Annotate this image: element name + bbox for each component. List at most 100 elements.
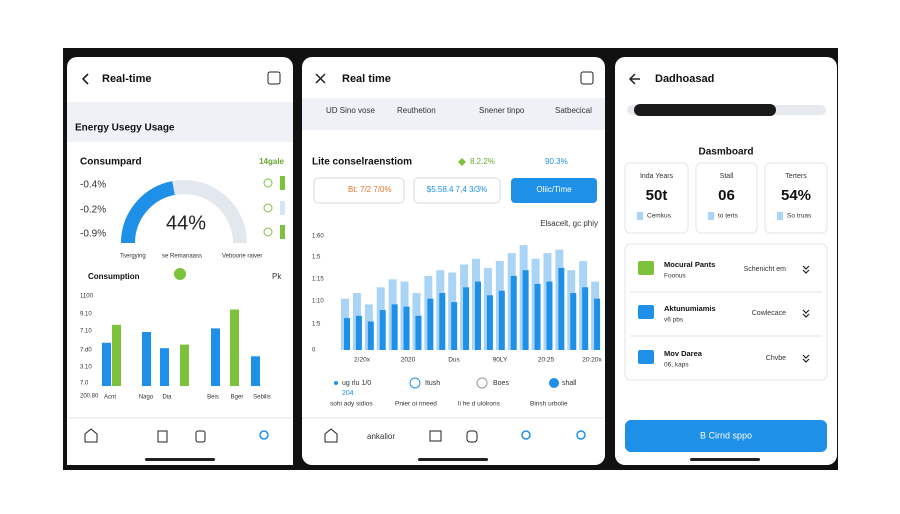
bar [142, 332, 151, 386]
bar [102, 342, 111, 386]
item-title: Mov Darea [664, 349, 703, 358]
panel-title: Real-time [102, 73, 152, 85]
card-icon [777, 212, 783, 220]
back-icon[interactable] [81, 73, 89, 85]
play-icon[interactable] [174, 268, 186, 280]
chip[interactable] [511, 178, 597, 203]
profile-icon[interactable] [259, 430, 269, 440]
gauge-label: 44% [166, 212, 206, 234]
card-value: 50t [646, 187, 668, 204]
chart-note: Elsacelt, gc phiy [540, 219, 598, 228]
item-sub: v6 pbs [664, 317, 684, 324]
icon [263, 178, 273, 188]
x-label: Beis [207, 395, 219, 401]
nav-icon[interactable] [157, 430, 168, 443]
nav-label: ankalior [367, 432, 395, 441]
chip-label: $5.58.4 7,4 3/3% [427, 185, 488, 194]
section-title: Energy Usegy Usage [75, 123, 175, 134]
bar [498, 290, 505, 350]
stat: -0.2% [80, 205, 106, 216]
tab[interactable]: UD Sino vose [326, 106, 375, 115]
x-label: Dia [162, 395, 172, 401]
x-label: Acnt [104, 395, 116, 401]
legend: Tsergying [120, 254, 146, 260]
legend-icon [476, 377, 488, 389]
edit-icon[interactable] [580, 71, 594, 85]
x-label: 2/20x [354, 357, 371, 364]
chip-label: Bt: 7/2 7/0% [348, 185, 392, 194]
legend-icon [549, 378, 559, 388]
axis-label: 200.80 [80, 394, 99, 400]
card-title: Inda Years [640, 173, 674, 180]
bar [439, 293, 446, 350]
chevron[interactable] [802, 265, 810, 274]
item-icon [638, 305, 654, 319]
chip[interactable] [313, 177, 405, 204]
nav-icon[interactable] [429, 430, 442, 442]
item-right: Cowlecace [752, 310, 786, 317]
axis-label: 1:5 [312, 322, 321, 328]
x-label: 20:25 [538, 357, 555, 364]
tab[interactable]: Snener tinpo [479, 106, 525, 115]
axis-label: 1:10 [312, 299, 324, 305]
axis-label: 1:5 [312, 255, 321, 261]
indicator [280, 225, 285, 239]
bar [486, 295, 493, 350]
progress-fill [634, 104, 776, 116]
card-title: Consumpard [80, 157, 142, 168]
x-label: 20:20x [582, 357, 602, 364]
chart-note: Pk [272, 272, 282, 281]
bar [112, 324, 121, 386]
bar [582, 287, 589, 350]
close-icon[interactable] [315, 73, 326, 84]
tab[interactable]: Satbecical [555, 106, 592, 115]
home-icon[interactable] [324, 428, 338, 443]
x-label: 90LY [493, 357, 508, 364]
stat: -0.9% [80, 229, 106, 240]
phone-panel [302, 57, 605, 465]
item-sub: 06, kaps [664, 362, 689, 369]
profile-icon[interactable] [521, 430, 531, 440]
bar [344, 318, 350, 350]
button[interactable] [625, 420, 827, 452]
bar [534, 283, 541, 350]
gauge-arc [121, 181, 176, 244]
nav-icon[interactable] [195, 430, 206, 443]
legend-icon [409, 377, 421, 389]
profile-icon[interactable] [576, 430, 586, 440]
bar [546, 281, 553, 350]
x-label: Sebilis [253, 395, 271, 401]
nav-icon[interactable] [466, 430, 478, 443]
bar [451, 302, 458, 350]
bar [355, 315, 362, 350]
icon [458, 158, 466, 166]
card-icon [637, 212, 643, 220]
badge: 8.2.2% [470, 157, 495, 166]
heading: Dasmboard [698, 147, 753, 158]
bar [475, 281, 481, 350]
axis-label: 1100 [80, 294, 94, 300]
panel-title: Dadhoasad [655, 73, 714, 85]
bar [463, 287, 470, 350]
home-icon[interactable] [84, 428, 98, 443]
item-title: Mocural Pants [664, 260, 715, 269]
legend: Itush [425, 380, 440, 387]
icon [263, 227, 273, 237]
badge: 14gale [259, 157, 284, 166]
card-foot: So truas [787, 213, 812, 220]
chevron[interactable] [802, 309, 810, 318]
stat: -0.4% [80, 180, 106, 191]
bar [558, 267, 565, 350]
x-label: 2020 [401, 357, 416, 364]
edit-icon[interactable] [267, 71, 281, 85]
indicator [280, 201, 285, 215]
x-label: Dus [448, 357, 460, 364]
axis-label: 1:60 [312, 234, 324, 240]
item-sub: Foonus [664, 273, 686, 280]
chevron[interactable] [802, 354, 810, 363]
tab[interactable]: Reuthetion [397, 106, 436, 115]
back-icon[interactable] [628, 73, 640, 85]
card-title: Terters [785, 173, 807, 180]
chip[interactable] [413, 177, 501, 204]
